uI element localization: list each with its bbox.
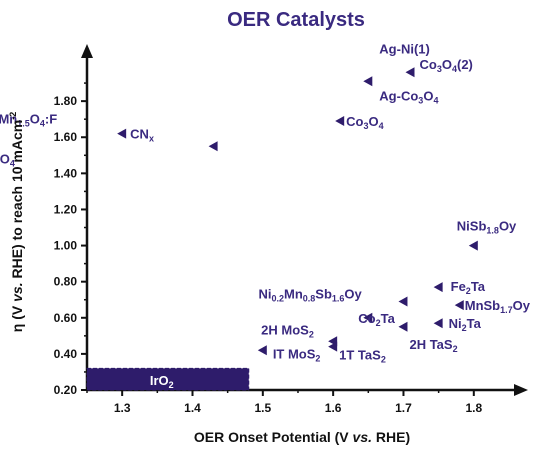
y-tick-label: 1.00 — [54, 239, 78, 253]
data-point-marker — [335, 115, 345, 126]
x-axis-arrowhead — [514, 384, 528, 396]
data-point-marker — [405, 67, 415, 78]
y-tick-label: 1.60 — [54, 130, 78, 144]
data-point-marker — [433, 318, 443, 329]
iro2-region-label: IrO2 — [150, 373, 174, 390]
point-label-14: 2H TaS2 — [409, 337, 457, 354]
y-tick-label: 1.80 — [54, 94, 78, 108]
point-label-5: Ag-Co3O4 — [379, 88, 438, 105]
axis-ticks: 1.3 1.4 1.5 1.6 1.7 1.8 0.20 0.40 0.60 0.80 1.00 1.… — [54, 82, 482, 415]
data-point-marker — [257, 345, 267, 356]
y-tick-label: 1.40 — [54, 166, 78, 180]
y-tick-label: 1.20 — [54, 202, 78, 216]
data-point-marker — [363, 312, 373, 323]
y-axis-label: η (V vs. RHE) to reach 10 mAcm-2 — [8, 112, 25, 332]
y-tick-label: 0.40 — [54, 347, 78, 361]
point-label-1: Cu1.5Mn1.5O4:F — [0, 111, 57, 128]
y-axis-arrowhead — [81, 44, 93, 58]
point-label-4: Co3O4(2) — [420, 57, 473, 74]
point-label-2: Cu1.5Mn1.5O4 — [0, 151, 15, 168]
data-point-marker — [468, 240, 478, 251]
point-label-15: 1T TaS2 — [339, 348, 386, 365]
point-label-13: 2H MoS2 — [261, 322, 314, 339]
data-points — [117, 67, 478, 356]
point-label-11: Co2Ta — [358, 311, 395, 328]
point-labels: CNxCu1.5Mn1.5O4:FCu1.5Mn1.5O4Ag-Ni(1)Co3… — [0, 41, 531, 364]
data-point-marker — [208, 141, 218, 152]
x-tick-label: 1.4 — [184, 401, 201, 415]
data-point-marker — [363, 76, 373, 87]
data-point-marker — [433, 282, 443, 293]
data-point-marker — [398, 321, 408, 332]
point-label-3: Ag-Ni(1) — [379, 41, 430, 56]
point-label-16: IT MoS2 — [273, 346, 321, 363]
x-tick-label: 1.6 — [325, 401, 342, 415]
point-label-10: MnSb1.7Oy — [465, 298, 531, 315]
point-label-7: NiSb1.8Oy — [457, 219, 517, 236]
point-label-9: Ni0.2Mn0.8Sb1.6Oy — [258, 287, 362, 304]
point-label-8: Fe2Ta — [451, 279, 486, 296]
data-point-marker — [328, 341, 338, 352]
x-tick-label: 1.5 — [254, 401, 271, 415]
data-point-marker — [398, 296, 408, 307]
x-tick-label: 1.3 — [114, 401, 131, 415]
iro2-reference-region — [86, 367, 250, 391]
x-axis-label: OER Onset Potential (V vs. RHE) — [194, 429, 410, 445]
y-tick-label: 0.20 — [54, 383, 78, 397]
data-point-marker — [117, 128, 127, 139]
y-tick-label: 0.60 — [54, 311, 78, 325]
x-tick-label: 1.8 — [465, 401, 482, 415]
chart-title: OER Catalysts — [227, 9, 365, 31]
point-label-12: Ni2Ta — [449, 316, 482, 333]
point-label-0: CNx — [130, 127, 154, 144]
y-tick-label: 0.80 — [54, 275, 78, 289]
data-point-marker — [454, 300, 464, 311]
point-label-6: Co3O4 — [346, 114, 384, 131]
x-tick-label: 1.7 — [395, 401, 412, 415]
